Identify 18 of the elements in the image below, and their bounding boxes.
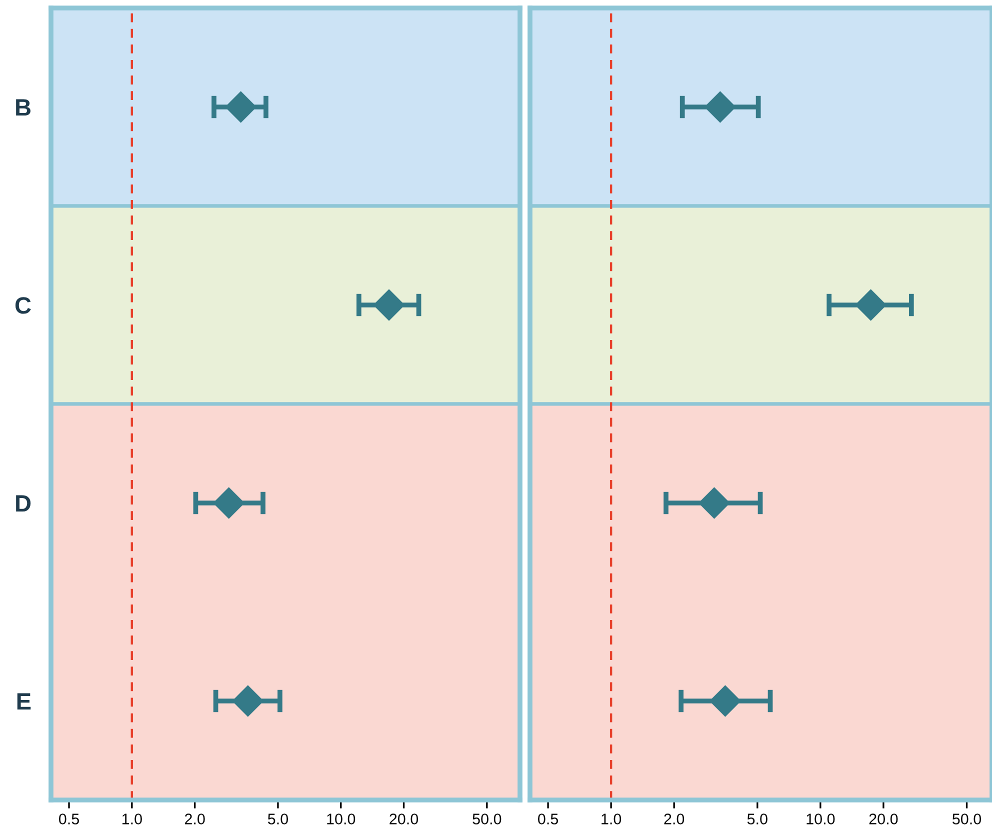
x-tick-label: 50.0 bbox=[472, 814, 502, 824]
x-tick-label: 20.0 bbox=[390, 814, 418, 824]
y-tick-label: D bbox=[16, 495, 31, 512]
x-tick-label: 0.5 bbox=[538, 814, 558, 824]
x-tick-label: 20.0 bbox=[869, 814, 898, 824]
x-tick-label: 5.0 bbox=[747, 814, 768, 824]
x-tick-label: 0.5 bbox=[58, 814, 79, 824]
x-tick-label: 50.0 bbox=[952, 814, 982, 824]
x-tick-label: 2.0 bbox=[184, 814, 205, 824]
y-tick-label: C bbox=[15, 297, 31, 314]
y-tick-label: E bbox=[17, 693, 31, 710]
x-tick-label: 10.0 bbox=[806, 814, 835, 824]
x-tick-label: 5.0 bbox=[268, 814, 288, 824]
x-tick-label: 1.0 bbox=[602, 814, 622, 824]
y-tick-label: B bbox=[16, 99, 30, 116]
x-tick-label: 2.0 bbox=[664, 814, 684, 824]
x-tick-label: 10.0 bbox=[327, 814, 356, 824]
x-tick-label: 1.0 bbox=[122, 814, 142, 824]
